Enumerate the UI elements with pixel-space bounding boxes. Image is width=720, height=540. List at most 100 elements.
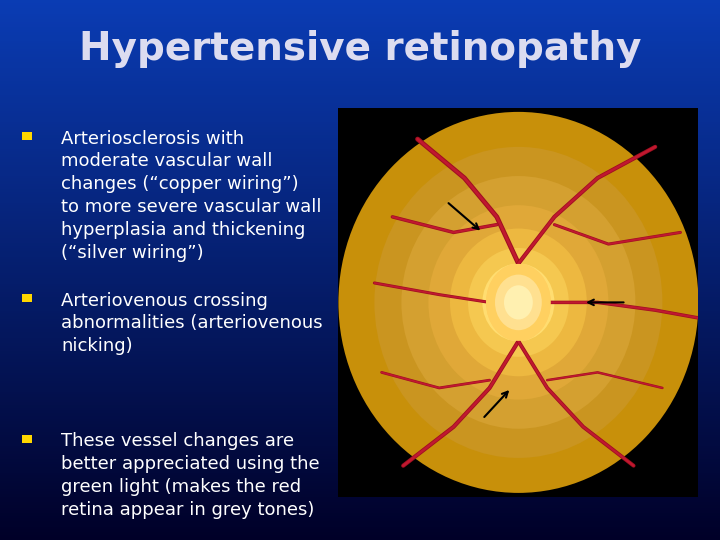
Ellipse shape bbox=[428, 205, 608, 400]
Bar bbox=[0, 184, 720, 186]
Bar bbox=[0, 170, 720, 173]
Bar bbox=[0, 537, 720, 540]
Ellipse shape bbox=[482, 264, 554, 341]
Bar bbox=[0, 502, 720, 505]
Bar bbox=[0, 19, 720, 22]
Bar bbox=[0, 467, 720, 470]
Bar bbox=[0, 378, 720, 381]
Bar bbox=[0, 124, 720, 127]
Bar bbox=[0, 319, 720, 321]
Bar bbox=[0, 140, 720, 143]
Ellipse shape bbox=[504, 285, 533, 320]
Bar bbox=[0, 470, 720, 472]
Bar bbox=[0, 162, 720, 165]
Bar bbox=[0, 508, 720, 510]
Bar bbox=[0, 289, 720, 292]
Bar bbox=[0, 416, 720, 418]
Bar bbox=[0, 424, 720, 427]
Bar bbox=[0, 300, 720, 302]
Bar bbox=[22, 294, 32, 302]
Bar bbox=[0, 49, 720, 51]
Ellipse shape bbox=[486, 264, 551, 341]
Bar bbox=[0, 189, 720, 192]
Bar bbox=[0, 238, 720, 240]
Bar bbox=[0, 57, 720, 59]
Bar bbox=[0, 429, 720, 432]
Bar bbox=[0, 394, 720, 397]
Bar bbox=[0, 381, 720, 383]
Bar bbox=[0, 192, 720, 194]
Bar bbox=[0, 70, 720, 73]
Bar bbox=[0, 451, 720, 454]
Bar bbox=[0, 51, 720, 54]
Bar bbox=[0, 297, 720, 300]
Bar bbox=[0, 159, 720, 162]
Bar bbox=[0, 321, 720, 324]
Bar bbox=[0, 324, 720, 327]
Bar bbox=[0, 427, 720, 429]
Bar bbox=[0, 521, 720, 524]
Bar bbox=[0, 526, 720, 529]
Bar bbox=[0, 32, 720, 35]
Bar bbox=[0, 362, 720, 364]
Bar bbox=[0, 529, 720, 532]
Bar bbox=[0, 103, 720, 105]
Bar bbox=[0, 494, 720, 497]
Bar bbox=[0, 92, 720, 94]
Bar bbox=[0, 443, 720, 445]
Bar bbox=[0, 418, 720, 421]
Ellipse shape bbox=[495, 275, 541, 330]
Bar bbox=[0, 478, 720, 481]
Bar bbox=[0, 486, 720, 489]
Bar bbox=[0, 176, 720, 178]
Bar bbox=[0, 186, 720, 189]
Bar bbox=[0, 375, 720, 378]
Bar bbox=[0, 200, 720, 202]
Bar bbox=[0, 138, 720, 140]
Bar bbox=[0, 78, 720, 81]
Bar bbox=[0, 370, 720, 373]
Bar bbox=[0, 510, 720, 513]
Bar bbox=[0, 35, 720, 38]
Text: Hypertensive retinopathy: Hypertensive retinopathy bbox=[78, 30, 642, 68]
Bar bbox=[0, 208, 720, 211]
Bar bbox=[0, 132, 720, 135]
Bar bbox=[0, 224, 720, 227]
Bar bbox=[0, 254, 720, 256]
Bar bbox=[0, 532, 720, 535]
Bar bbox=[0, 43, 720, 46]
Bar bbox=[0, 278, 720, 281]
Bar bbox=[22, 435, 32, 443]
Bar bbox=[0, 354, 720, 356]
Bar bbox=[0, 262, 720, 265]
Bar bbox=[0, 219, 720, 221]
Bar bbox=[0, 127, 720, 130]
Bar bbox=[0, 310, 720, 313]
Bar bbox=[0, 489, 720, 491]
Bar bbox=[0, 232, 720, 235]
Bar bbox=[0, 14, 720, 16]
Bar bbox=[0, 65, 720, 68]
Bar bbox=[0, 167, 720, 170]
Bar bbox=[0, 435, 720, 437]
Bar bbox=[0, 302, 720, 305]
Ellipse shape bbox=[486, 264, 551, 341]
Bar bbox=[0, 248, 720, 251]
Bar bbox=[0, 329, 720, 332]
Bar bbox=[0, 440, 720, 443]
Bar bbox=[0, 267, 720, 270]
Bar bbox=[0, 402, 720, 405]
Bar bbox=[0, 500, 720, 502]
Bar bbox=[0, 173, 720, 176]
Bar bbox=[0, 108, 720, 111]
Bar bbox=[0, 11, 720, 14]
Ellipse shape bbox=[338, 112, 698, 493]
Ellipse shape bbox=[468, 248, 569, 357]
Bar bbox=[0, 351, 720, 354]
Text: These vessel changes are
better appreciated using the
green light (makes the red: These vessel changes are better apprecia… bbox=[61, 432, 320, 519]
Bar bbox=[0, 89, 720, 92]
Bar bbox=[0, 86, 720, 89]
Bar bbox=[0, 46, 720, 49]
Bar bbox=[0, 475, 720, 478]
Bar bbox=[0, 392, 720, 394]
